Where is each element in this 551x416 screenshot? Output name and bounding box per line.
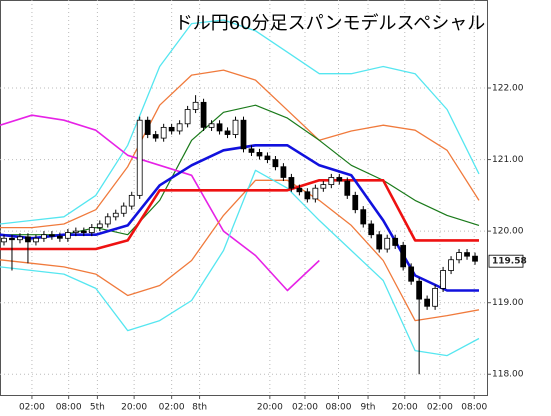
candle-body — [432, 287, 438, 307]
x-tick-label: 20:00 — [392, 403, 418, 413]
x-tick-label: 9th — [361, 403, 376, 413]
candle-body — [168, 126, 175, 132]
candle-body — [352, 194, 359, 211]
candle-body — [136, 119, 143, 196]
candle-body — [160, 126, 167, 139]
x-tick-label: 02:00 — [19, 403, 45, 413]
candle-body — [280, 166, 287, 178]
current-price-box — [488, 254, 524, 268]
x-tick-label: 08:00 — [326, 403, 352, 413]
candle-body — [240, 119, 247, 150]
indicator-line — [0, 179, 480, 322]
candle-body — [72, 230, 79, 233]
y-tick-label: 118.00 — [492, 370, 524, 380]
candle-body — [472, 255, 478, 262]
candle-body — [304, 191, 311, 200]
candle-body — [368, 223, 375, 236]
candle-body — [216, 123, 223, 132]
candle-body — [184, 109, 191, 125]
candle-body — [440, 270, 446, 289]
candle-body — [128, 194, 135, 207]
indicator-line — [0, 19, 480, 225]
candle-body — [400, 245, 407, 268]
candle-body — [104, 216, 111, 225]
candle-body — [17, 236, 23, 241]
y-tick-label: 120.00 — [492, 227, 524, 237]
candle-body — [152, 134, 159, 139]
x-tick-label: 08:00 — [56, 403, 82, 413]
candle-body — [360, 209, 367, 225]
candle-body — [328, 177, 335, 186]
x-tick-label: 02:00 — [427, 403, 453, 413]
chart-title: ドル円60分足スパンモデルスペシャル — [175, 13, 486, 34]
current-price-label: 119.58 — [492, 257, 527, 267]
candle-body — [88, 227, 95, 233]
x-tick-label: 20:00 — [121, 403, 147, 413]
candle-body — [208, 123, 215, 128]
candle-body — [256, 152, 263, 157]
candle-body — [456, 252, 462, 261]
x-tick-label: 8th — [192, 403, 207, 413]
candle-body — [296, 187, 303, 193]
x-tick-label: 02:00 — [159, 403, 185, 413]
y-tick-label: 119.00 — [492, 298, 524, 308]
candle-body — [264, 155, 271, 160]
y-tick-label: 122.00 — [492, 84, 524, 94]
candle-body — [408, 266, 415, 282]
x-tick-label: 02:00 — [292, 403, 318, 413]
candle-body — [336, 177, 343, 182]
x-tick-label: 08:00 — [461, 403, 487, 413]
candle-body — [448, 259, 454, 271]
candle-body — [1, 237, 7, 243]
candle-body — [416, 280, 423, 300]
candles — [1, 95, 478, 375]
indicator-line — [0, 114, 320, 292]
candle-body — [248, 148, 255, 153]
indicator-line — [0, 69, 480, 229]
candle-body — [80, 230, 87, 233]
candle-body — [376, 234, 383, 250]
x-tick-label: 20:00 — [257, 403, 283, 413]
candle-body — [96, 223, 103, 228]
candle-body — [33, 237, 39, 243]
candle-body — [176, 123, 183, 132]
candle-body — [312, 187, 319, 200]
x-tick-label: 5th — [90, 403, 105, 413]
candle-body — [64, 232, 71, 239]
candle-body — [200, 101, 207, 128]
candle-body — [57, 235, 63, 239]
candle-body — [192, 101, 199, 110]
candle-body — [464, 252, 470, 257]
candle-body — [9, 237, 15, 241]
candle-body — [49, 234, 55, 237]
candle-body — [384, 237, 391, 250]
candle-body — [224, 130, 231, 135]
indicator-line — [0, 169, 480, 357]
indicator-line — [0, 179, 479, 251]
candle-body — [392, 237, 399, 246]
y-tick-label: 121.00 — [492, 155, 524, 165]
candle-body — [424, 298, 430, 307]
candle-body — [232, 119, 239, 135]
candle-body — [344, 180, 351, 196]
candle-body — [112, 212, 119, 218]
candle-body — [41, 234, 47, 239]
candle-body — [320, 184, 327, 189]
candle-body — [120, 205, 127, 214]
indicator-line — [0, 104, 480, 236]
lines — [0, 19, 480, 357]
candle-body — [25, 236, 31, 243]
axes: 118.00 119.00 120.00 121.00 122.00 02:00 08:00… — [19, 84, 527, 413]
candle-body — [272, 159, 279, 168]
candle-body — [288, 177, 295, 189]
candle-body — [144, 119, 151, 135]
indicator-line — [0, 144, 479, 292]
